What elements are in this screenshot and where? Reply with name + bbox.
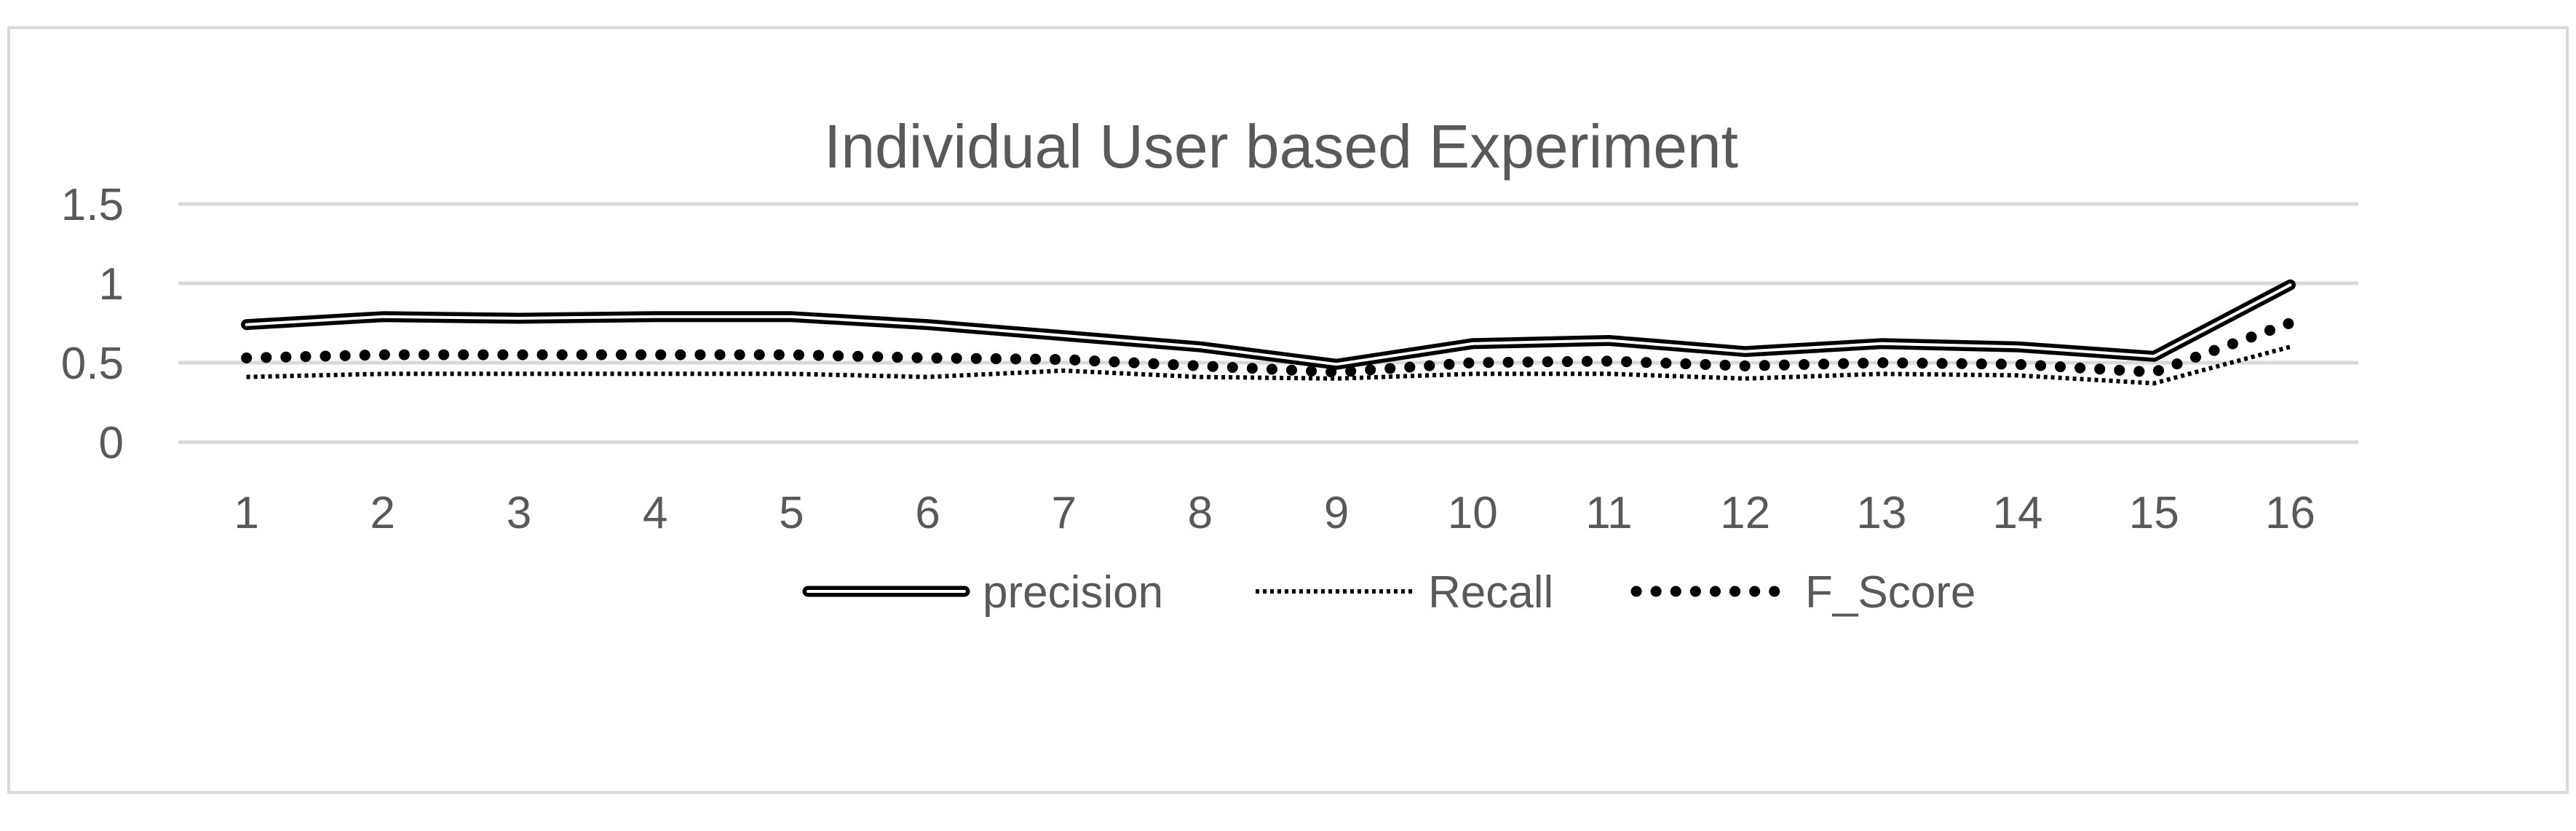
y-tick-label: 1.5 bbox=[61, 180, 124, 230]
x-tick-label: 7 bbox=[1051, 488, 1076, 538]
x-tick-label: 8 bbox=[1188, 488, 1213, 538]
x-tick-label: 13 bbox=[1856, 488, 1906, 538]
chart-title: Individual User based Experiment bbox=[824, 112, 1738, 181]
x-tick-label: 16 bbox=[2265, 488, 2315, 538]
x-tick-label: 4 bbox=[643, 488, 667, 538]
x-tick-label: 9 bbox=[1324, 488, 1349, 538]
series-line-recall bbox=[246, 344, 2291, 386]
x-tick-label: 15 bbox=[2129, 488, 2179, 538]
x-tick-label: 10 bbox=[1448, 488, 1498, 538]
legend: precision Recall F_Score bbox=[802, 567, 1975, 618]
x-axis-ticks: 1 2 3 4 5 6 7 8 9 10 11 12 13 14 15 16 bbox=[234, 488, 2315, 538]
y-tick-label: 0.5 bbox=[61, 339, 124, 389]
x-tick-label: 3 bbox=[507, 488, 531, 538]
x-tick-label: 11 bbox=[1585, 488, 1632, 538]
x-tick-label: 5 bbox=[779, 488, 804, 538]
gridlines bbox=[178, 202, 2358, 444]
y-tick-label: 0 bbox=[99, 418, 124, 468]
legend-label-f-score: F_Score bbox=[1805, 567, 1975, 618]
x-tick-label: 6 bbox=[915, 488, 940, 538]
series-lines bbox=[241, 279, 2296, 386]
series-line-precision-inner bbox=[245, 283, 2292, 366]
x-tick-label: 2 bbox=[370, 488, 395, 538]
series-line-f-score bbox=[241, 318, 2296, 378]
y-axis-ticks: 0 0.5 1 1.5 bbox=[61, 180, 124, 468]
legend-label-recall: Recall bbox=[1428, 567, 1553, 618]
chart-border bbox=[7, 26, 2569, 794]
x-tick-label: 1 bbox=[234, 488, 258, 538]
x-tick-label: 14 bbox=[1993, 488, 2043, 538]
legend-label-precision: precision bbox=[983, 567, 1163, 618]
y-tick-label: 1 bbox=[99, 259, 124, 310]
x-tick-label: 12 bbox=[1720, 488, 1770, 538]
